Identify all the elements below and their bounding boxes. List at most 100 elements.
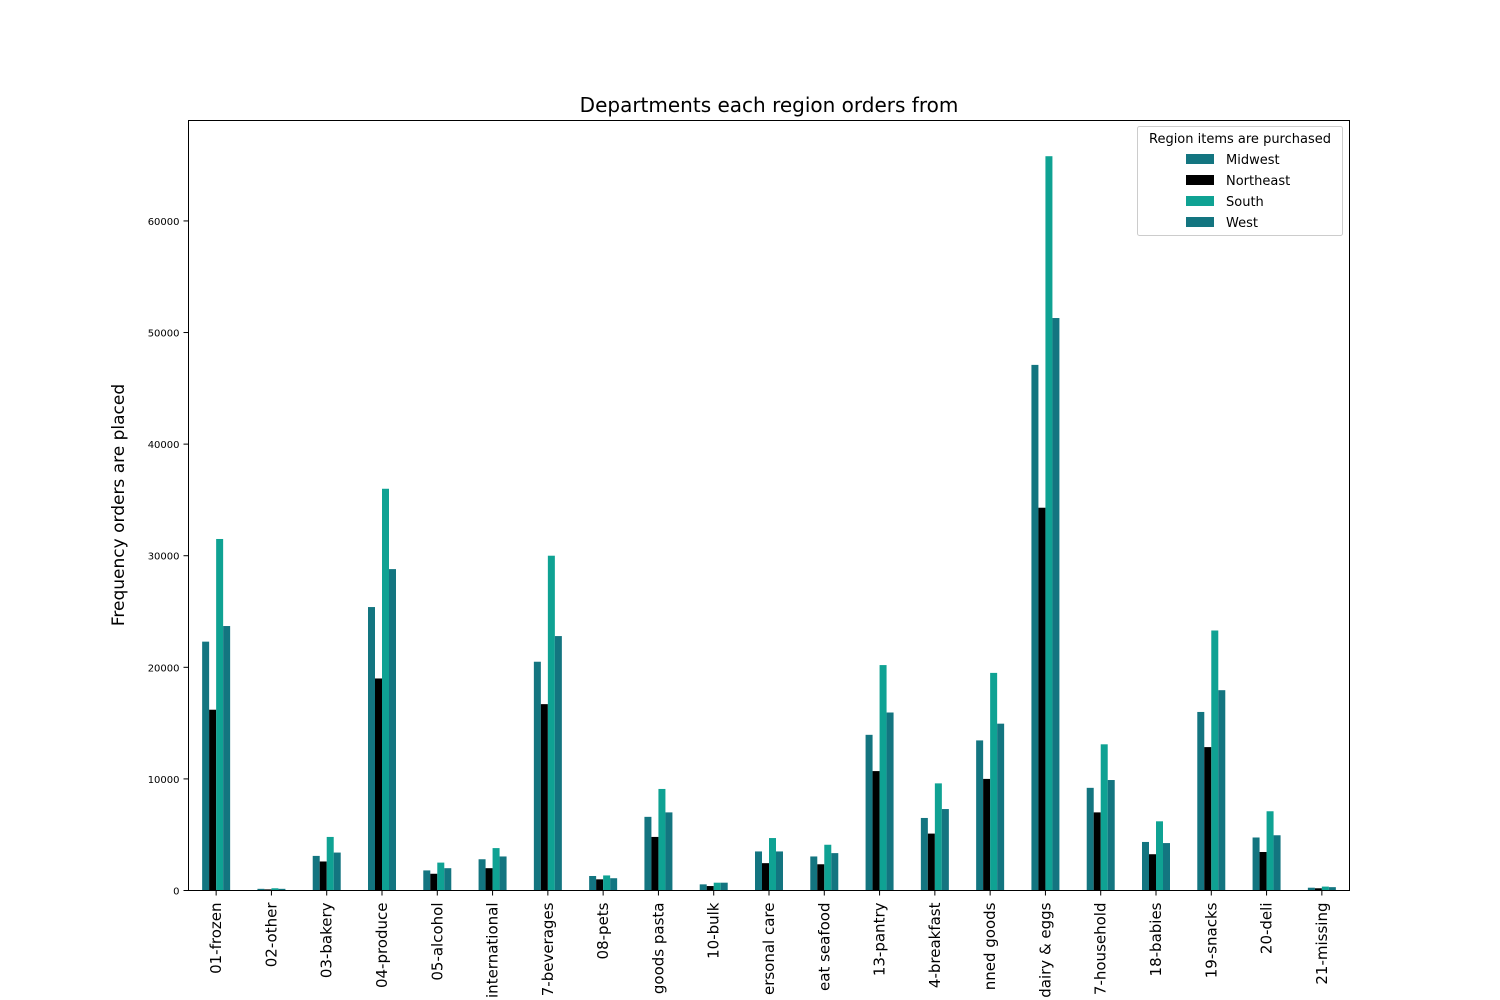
legend-box xyxy=(1137,126,1343,236)
bar-south-17 xyxy=(1156,821,1163,891)
bar-midwest-10 xyxy=(755,851,762,891)
legend-swatch-midwest xyxy=(1186,154,1214,164)
x-tick-label: 4-breakfast xyxy=(926,902,944,988)
x-tick-label: 03-bakery xyxy=(318,902,336,978)
bar-northeast-18 xyxy=(1204,747,1212,891)
x-tick-label: 21-missing xyxy=(1313,903,1331,985)
x-tick-label: 08-pets xyxy=(594,902,612,959)
bar-south-13 xyxy=(934,783,942,891)
legend-label-west: West xyxy=(1226,216,1258,231)
bar-midwest-11 xyxy=(810,856,818,891)
y-tick-label: 40000 xyxy=(148,440,180,451)
bar-west-18 xyxy=(1218,690,1226,891)
bar-south-14 xyxy=(990,672,998,891)
bar-midwest-9 xyxy=(699,884,707,891)
x-tick-label: dairy & eggs xyxy=(1036,902,1054,997)
legend-label-midwest: Midwest xyxy=(1226,153,1280,168)
bar-midwest-1 xyxy=(257,888,265,891)
bar-midwest-12 xyxy=(865,734,873,891)
bar-midwest-18 xyxy=(1197,711,1205,891)
legend-title: Region items are purchased xyxy=(1149,132,1331,147)
bar-northeast-5 xyxy=(485,868,493,891)
bar-northeast-3 xyxy=(375,678,382,891)
x-tick-label: 7-household xyxy=(1092,903,1110,996)
bar-northeast-7 xyxy=(596,879,604,891)
bars-group xyxy=(202,156,1336,891)
bar-west-16 xyxy=(1107,780,1115,891)
bar-northeast-4 xyxy=(430,873,438,891)
y-tick-label: 50000 xyxy=(148,329,180,340)
bar-south-18 xyxy=(1211,630,1219,891)
bar-west-14 xyxy=(997,723,1005,891)
bar-midwest-4 xyxy=(423,870,431,891)
bar-midwest-8 xyxy=(644,816,652,891)
bar-northeast-17 xyxy=(1149,854,1156,891)
x-tick-label: 20-deli xyxy=(1258,903,1276,955)
y-axis-label: Frequency orders are placed xyxy=(109,384,129,626)
bar-midwest-19 xyxy=(1252,837,1260,891)
bar-midwest-17 xyxy=(1142,841,1149,891)
bar-northeast-20 xyxy=(1314,888,1322,891)
bar-south-8 xyxy=(658,788,666,891)
bar-northeast-10 xyxy=(762,863,769,891)
bar-northeast-9 xyxy=(706,886,714,891)
bar-midwest-2 xyxy=(312,855,320,891)
bar-west-3 xyxy=(389,569,396,891)
bar-northeast-2 xyxy=(319,861,327,891)
bar-south-3 xyxy=(382,488,389,891)
legend-swatch-south xyxy=(1186,196,1214,206)
y-axis: 0 10000 20000 30000 40000 50000 60000 xyxy=(148,217,189,898)
bar-south-16 xyxy=(1100,744,1108,891)
bar-northeast-1 xyxy=(264,889,272,891)
y-tick-label: 10000 xyxy=(148,775,180,786)
bar-west-4 xyxy=(444,868,452,891)
bar-west-10 xyxy=(776,851,783,891)
bar-northeast-16 xyxy=(1093,812,1101,891)
bar-northeast-15 xyxy=(1038,507,1046,891)
bar-west-6 xyxy=(554,636,562,891)
bar-midwest-13 xyxy=(920,817,928,891)
legend: Region items are purchased Midwest Northe… xyxy=(1137,126,1343,236)
bar-northeast-13 xyxy=(927,833,935,891)
x-tick-label: ersonal care xyxy=(760,903,778,996)
legend-swatch-northeast xyxy=(1186,175,1214,185)
bar-west-15 xyxy=(1052,318,1060,891)
bar-west-11 xyxy=(831,853,839,891)
bar-west-0 xyxy=(223,626,231,891)
bar-midwest-15 xyxy=(1031,364,1039,891)
bar-south-10 xyxy=(769,838,776,891)
bar-northeast-14 xyxy=(983,778,991,891)
x-tick-label: 18-babies xyxy=(1147,902,1165,976)
bar-south-6 xyxy=(547,555,555,891)
bar-midwest-6 xyxy=(533,661,541,891)
legend-swatch-west xyxy=(1186,217,1214,227)
bar-west-13 xyxy=(941,809,949,891)
bar-south-0 xyxy=(216,538,224,891)
y-tick-label: 0 xyxy=(173,887,179,898)
x-tick-label: 05-alcohol xyxy=(428,903,446,981)
bar-midwest-0 xyxy=(202,641,210,891)
bar-south-20 xyxy=(1321,886,1329,891)
bar-west-17 xyxy=(1163,843,1170,891)
y-tick-label: 20000 xyxy=(148,663,180,674)
x-axis: 01-frozen 02-other 03-bakery 04-produce 05-a… xyxy=(207,890,1331,998)
x-tick-label: eat seafood xyxy=(815,903,833,991)
bar-midwest-14 xyxy=(976,740,984,891)
x-tick-label: nned goods xyxy=(981,902,999,990)
bar-west-19 xyxy=(1273,835,1281,891)
plot-frame xyxy=(188,120,1350,891)
bar-south-7 xyxy=(603,875,611,891)
x-tick-label: 02-other xyxy=(262,902,280,968)
bar-northeast-12 xyxy=(872,771,880,891)
bar-midwest-20 xyxy=(1307,887,1315,891)
x-tick-label: 10-bulk xyxy=(705,902,723,959)
bar-west-9 xyxy=(720,882,728,891)
bar-south-1 xyxy=(271,888,279,891)
chart-title: Departments each region orders from xyxy=(580,93,959,117)
bar-northeast-6 xyxy=(540,704,548,891)
bar-northeast-0 xyxy=(209,709,217,891)
bar-midwest-16 xyxy=(1086,787,1094,891)
bar-south-5 xyxy=(492,848,500,891)
bar-south-12 xyxy=(879,665,887,891)
bar-south-4 xyxy=(437,862,445,891)
